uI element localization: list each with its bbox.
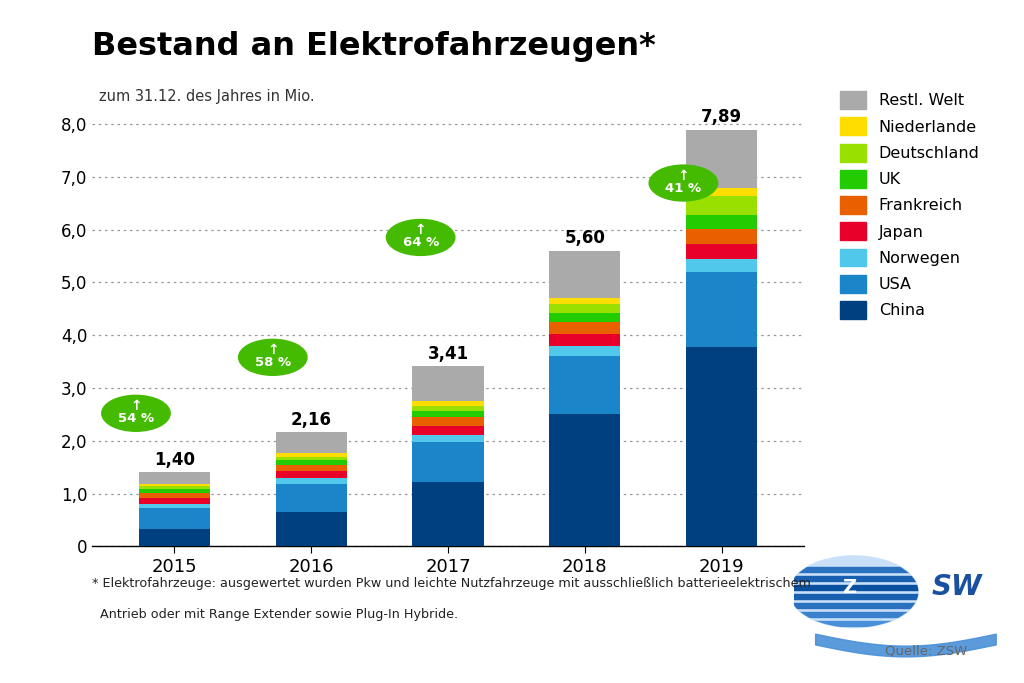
Ellipse shape	[649, 165, 718, 201]
Bar	[413, 417, 483, 426]
Text: ↑: ↑	[130, 399, 141, 413]
Bar	[138, 508, 210, 529]
Bar	[790, 585, 919, 590]
Bar	[138, 529, 210, 546]
Bar	[686, 346, 758, 546]
Bar	[138, 499, 210, 503]
Ellipse shape	[386, 219, 455, 255]
Bar	[275, 465, 347, 471]
Text: SW: SW	[931, 573, 982, 601]
Bar	[413, 366, 483, 401]
Bar	[549, 313, 621, 322]
Text: 41 %: 41 %	[666, 182, 701, 195]
Bar	[138, 489, 210, 493]
Bar	[686, 272, 758, 346]
Text: 3,41: 3,41	[427, 345, 469, 363]
Bar	[790, 594, 919, 599]
Text: ↑: ↑	[415, 223, 426, 237]
Ellipse shape	[239, 339, 307, 375]
Bar	[138, 484, 210, 486]
Text: 58 %: 58 %	[255, 356, 291, 369]
Bar	[790, 567, 919, 572]
Bar	[790, 576, 919, 581]
Text: zum 31.12. des Jahres in Mio.: zum 31.12. des Jahres in Mio.	[99, 89, 314, 104]
Bar	[686, 130, 758, 188]
Bar	[275, 484, 347, 512]
Bar	[549, 304, 621, 313]
Bar	[686, 188, 758, 196]
Bar	[138, 503, 210, 508]
Bar	[790, 621, 919, 626]
Bar	[413, 406, 483, 410]
Bar	[413, 482, 483, 546]
Bar	[686, 196, 758, 214]
Text: 54 %: 54 %	[118, 412, 154, 425]
PathPatch shape	[790, 556, 919, 628]
Bar	[686, 214, 758, 229]
Text: ↑: ↑	[267, 343, 279, 357]
Bar	[138, 493, 210, 499]
Bar	[275, 471, 347, 478]
Bar	[549, 414, 621, 546]
Bar	[790, 612, 919, 617]
Text: 2,16: 2,16	[291, 410, 332, 429]
Text: ↑: ↑	[678, 169, 689, 182]
Text: 1,40: 1,40	[154, 451, 195, 469]
Bar	[275, 460, 347, 465]
Legend: Restl. Welt, Niederlande, Deutschland, UK, Frankreich, Japan, Norwegen, USA, Chi: Restl. Welt, Niederlande, Deutschland, U…	[841, 91, 980, 319]
Bar	[549, 251, 621, 298]
Bar	[413, 410, 483, 417]
Bar	[790, 603, 919, 608]
Bar	[413, 401, 483, 406]
Bar	[549, 322, 621, 333]
Text: Bestand an Elektrofahrzeugen*: Bestand an Elektrofahrzeugen*	[92, 31, 656, 61]
Bar	[413, 443, 483, 482]
Bar	[549, 356, 621, 414]
Text: * Elektrofahrzeuge: ausgewertet wurden Pkw und leichte Nutzfahrzeuge mit ausschl: * Elektrofahrzeuge: ausgewertet wurden P…	[92, 577, 811, 590]
Bar	[686, 244, 758, 259]
Bar	[549, 346, 621, 356]
Text: Z: Z	[843, 578, 856, 596]
Bar	[549, 298, 621, 304]
Ellipse shape	[101, 395, 170, 431]
Text: Quelle: ZSW: Quelle: ZSW	[886, 644, 968, 657]
Text: 5,60: 5,60	[564, 229, 605, 247]
Bar	[275, 457, 347, 460]
Bar	[413, 435, 483, 443]
Circle shape	[790, 556, 919, 628]
Text: 7,89: 7,89	[701, 108, 742, 126]
Bar	[138, 473, 210, 484]
Bar	[549, 333, 621, 346]
Bar	[413, 426, 483, 435]
Text: Antrieb oder mit Range Extender sowie Plug-In Hybride.: Antrieb oder mit Range Extender sowie Pl…	[92, 608, 459, 621]
Bar	[686, 229, 758, 244]
Bar	[275, 512, 347, 546]
Bar	[275, 478, 347, 484]
Bar	[275, 432, 347, 454]
Text: 64 %: 64 %	[402, 236, 438, 249]
Bar	[275, 454, 347, 457]
Bar	[138, 486, 210, 489]
Bar	[686, 259, 758, 272]
